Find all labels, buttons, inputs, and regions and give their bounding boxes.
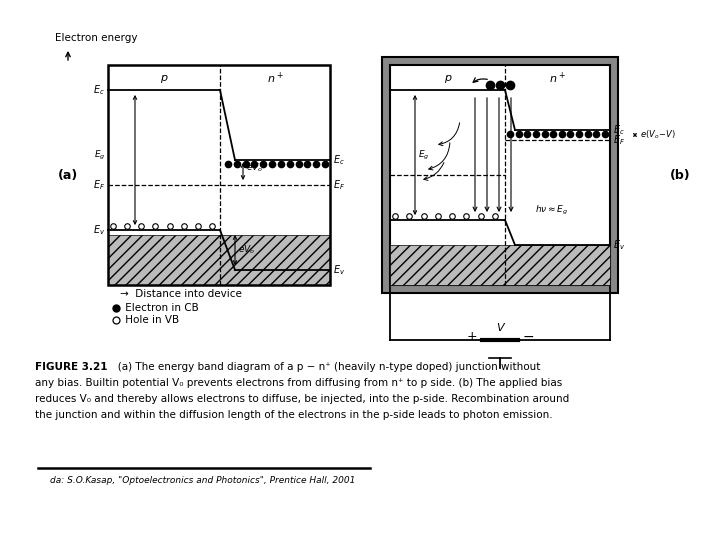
Text: →  Distance into device: → Distance into device xyxy=(120,289,242,299)
Text: $E_c$: $E_c$ xyxy=(333,153,345,167)
Text: $n^+$: $n^+$ xyxy=(266,70,284,86)
Text: $E_c$: $E_c$ xyxy=(613,123,625,137)
Text: (b): (b) xyxy=(670,168,690,181)
Text: $E_g$: $E_g$ xyxy=(418,148,430,161)
Text: $E_v$: $E_v$ xyxy=(333,263,345,277)
Text: Hole in VB: Hole in VB xyxy=(122,315,179,325)
Text: −: − xyxy=(522,330,534,344)
Text: $eV_o$: $eV_o$ xyxy=(238,244,256,256)
Text: reduces V₀ and thereby allows electrons to diffuse, be injected, into the p-side: reduces V₀ and thereby allows electrons … xyxy=(35,394,570,404)
Text: $E_c$: $E_c$ xyxy=(93,83,105,97)
Bar xyxy=(382,57,618,293)
Text: $E_F$: $E_F$ xyxy=(613,133,625,147)
Text: V: V xyxy=(496,323,504,333)
Text: Electron in CB: Electron in CB xyxy=(122,303,199,313)
Text: any bias. Builtin potential V₀ prevents electrons from diffusing from n⁺ to p si: any bias. Builtin potential V₀ prevents … xyxy=(35,378,562,388)
Text: p: p xyxy=(161,73,168,83)
Bar xyxy=(108,65,330,285)
Text: +: + xyxy=(467,330,477,343)
Text: $e(V_o\!-\!V)$: $e(V_o\!-\!V)$ xyxy=(640,129,676,141)
Bar xyxy=(108,235,330,285)
Bar xyxy=(390,245,610,285)
Text: FIGURE 3.21: FIGURE 3.21 xyxy=(35,362,107,372)
Text: $E_g$: $E_g$ xyxy=(94,148,105,161)
Text: $h\nu \approx E_g$: $h\nu \approx E_g$ xyxy=(535,204,568,217)
Text: the junction and within the diffusion length of the electrons in the p-side lead: the junction and within the diffusion le… xyxy=(35,410,553,420)
Text: $E_v$: $E_v$ xyxy=(613,238,625,252)
Text: $E_F$: $E_F$ xyxy=(333,178,345,192)
Text: Electron energy: Electron energy xyxy=(55,33,138,43)
Text: $eV_o$: $eV_o$ xyxy=(246,161,264,174)
Text: (a) The energy band diagram of a p − n⁺ (heavily n-type doped) junction without: (a) The energy band diagram of a p − n⁺ … xyxy=(108,362,541,372)
Text: p: p xyxy=(444,73,451,83)
Bar xyxy=(390,65,610,285)
Text: $E_v$: $E_v$ xyxy=(93,223,105,237)
Text: (a): (a) xyxy=(58,168,78,181)
Text: $n^+$: $n^+$ xyxy=(549,70,566,86)
Text: $E_F$: $E_F$ xyxy=(93,178,105,192)
Text: da: S.O.Kasap, "Optoelectronics and Photonics", Prentice Hall, 2001: da: S.O.Kasap, "Optoelectronics and Phot… xyxy=(50,476,356,485)
